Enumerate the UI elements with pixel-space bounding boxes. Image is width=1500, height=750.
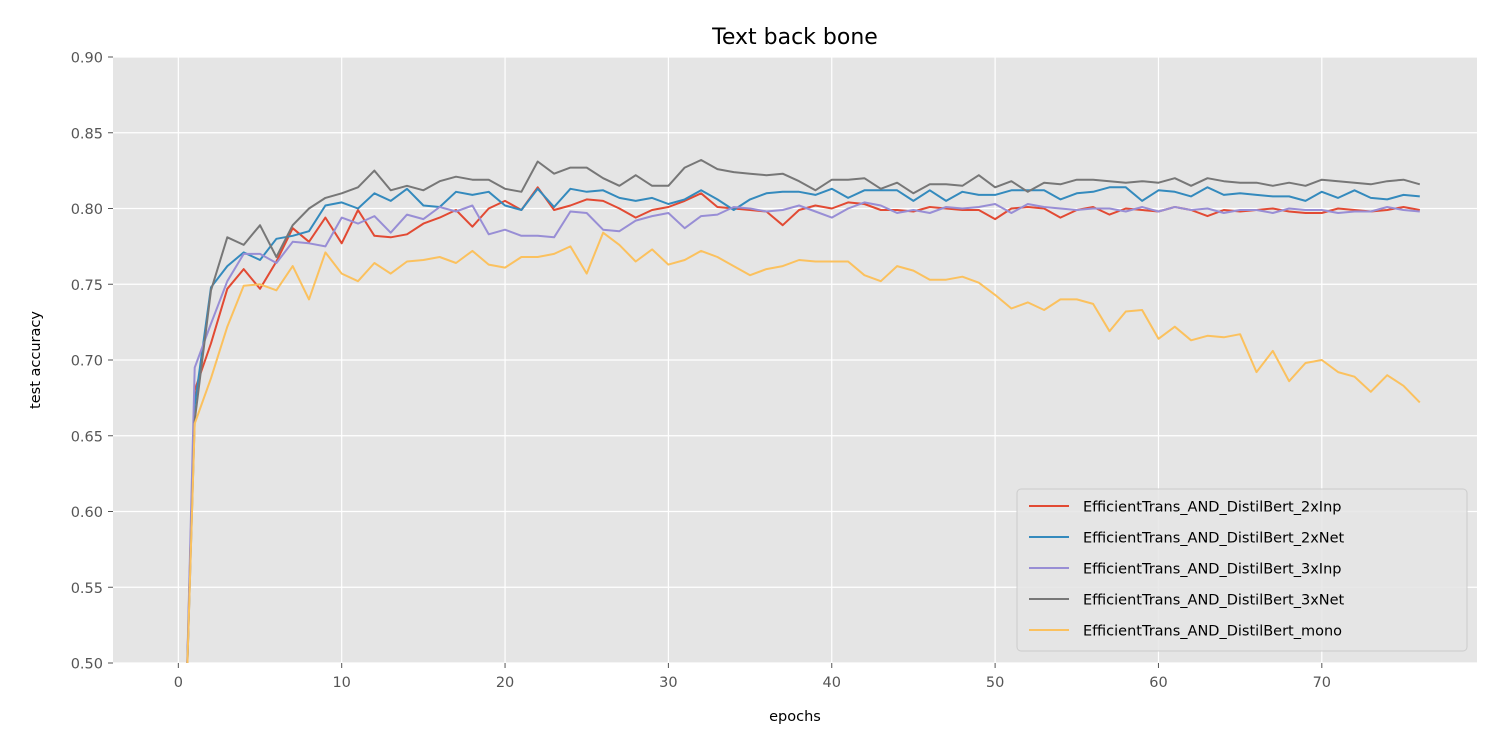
x-tick-label: 0 [174,675,183,691]
x-axis-label: epochs [769,709,821,725]
y-tick-label: 0.65 [71,429,103,445]
series-layer [186,159,1421,663]
y-axis: 0.50 0.55 0.60 0.65 0.70 0.75 0.80 0.85 0.90 [71,51,113,673]
legend: EfficientTrans_AND_DistilBert_2xInp Effic… [1016,488,1468,652]
legend-box [1016,488,1468,652]
legend-entry: EfficientTrans_AND_DistilBert_2xInp [1083,500,1341,516]
y-tick-label: 0.60 [71,505,103,521]
x-tick-label: 70 [1313,675,1331,691]
y-tick-label: 0.50 [71,657,103,673]
series-line-2 [186,186,1420,663]
series-line-1 [186,186,1420,663]
x-tick-label: 60 [1149,675,1167,691]
y-axis-label: test accuracy [28,311,44,409]
x-tick-label: 50 [986,675,1004,691]
legend-entry: EfficientTrans_AND_DistilBert_mono [1083,624,1342,640]
chart-title: Text back bone [711,25,878,50]
y-tick-label: 0.55 [71,581,103,597]
x-tick-label: 40 [823,675,841,691]
y-tick-label: 0.75 [71,278,103,294]
series-line-5 [186,231,1421,663]
series-line-4 [186,159,1421,663]
y-tick-label: 0.70 [71,354,103,370]
y-tick-label: 0.90 [71,51,103,67]
x-tick-label: 10 [332,675,350,691]
legend-entry: EfficientTrans_AND_DistilBert_2xNet [1083,531,1345,547]
y-tick-label: 0.85 [71,126,103,142]
x-tick-label: 20 [496,675,514,691]
legend-entry: EfficientTrans_AND_DistilBert_3xNet [1083,593,1345,609]
series-line-3 [186,201,1420,663]
legend-entry: EfficientTrans_AND_DistilBert_3xInp [1083,562,1341,578]
x-tick-label: 30 [659,675,677,691]
x-axis: 0 10 20 30 40 50 60 70 [174,663,1331,691]
y-tick-label: 0.80 [71,202,103,218]
